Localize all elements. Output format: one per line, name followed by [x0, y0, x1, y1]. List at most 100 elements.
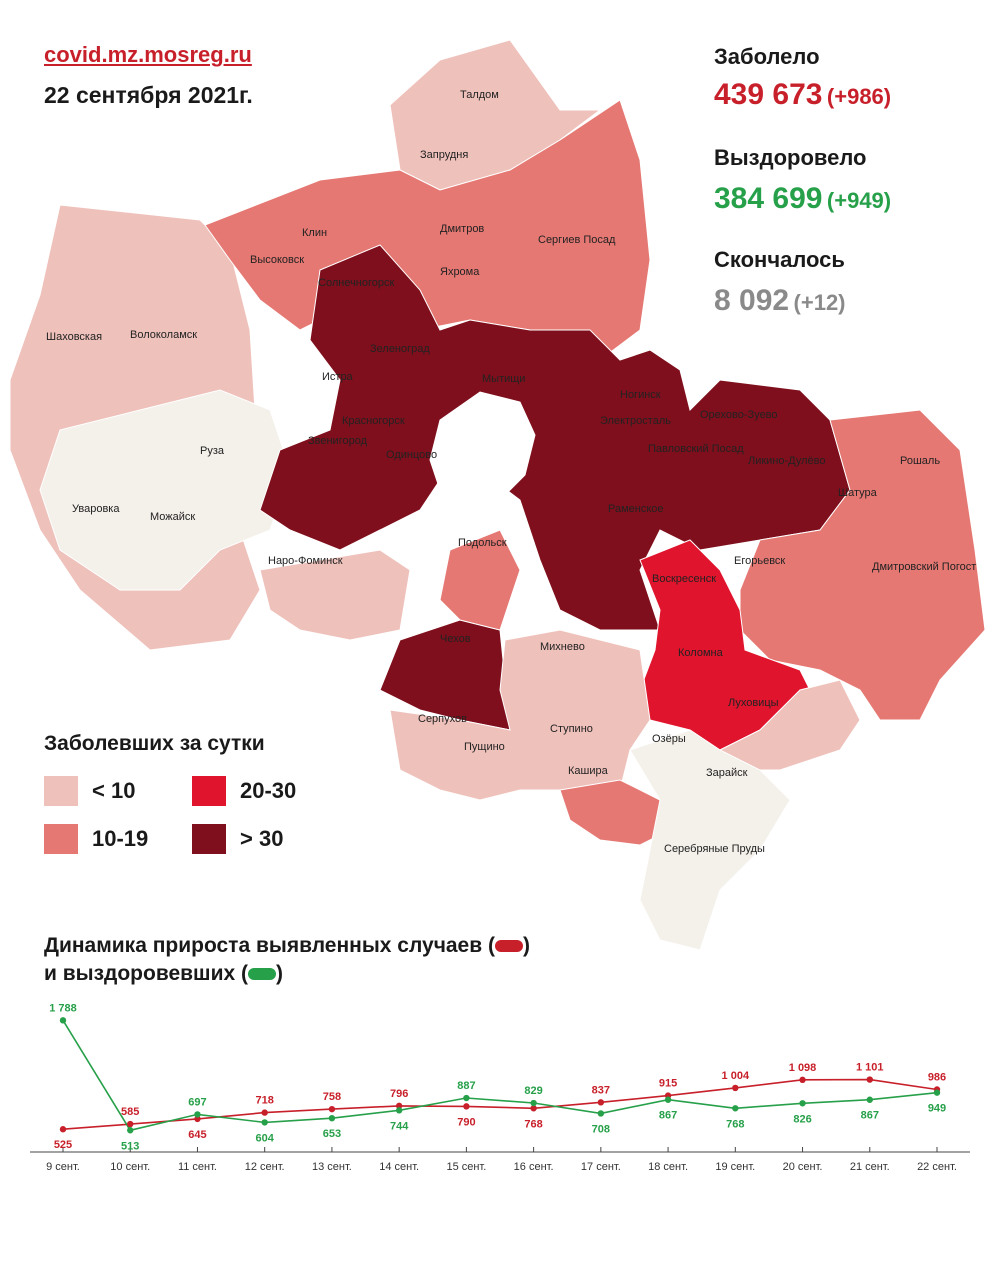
place-label: Михнево [540, 641, 585, 653]
region-nodata-west [39, 389, 291, 591]
place-label: Руза [200, 445, 225, 457]
moscow-hole [429, 391, 536, 511]
recovered-point [194, 1111, 201, 1118]
region-podolsk [439, 529, 521, 631]
cases-value-label: 645 [188, 1129, 206, 1141]
recovered-value-label: 949 [928, 1103, 946, 1115]
place-label: Яхрома [440, 266, 480, 278]
x-tick-label: 18 сент. [648, 1161, 688, 1173]
place-label: Мытищи [482, 373, 525, 385]
map-regions [9, 39, 986, 951]
recovered-marker-icon [247, 968, 276, 981]
place-label: Сергиев Посад [538, 234, 616, 246]
region-map: Талдом Запрудня Клин Дмитров Сергиев Пос… [9, 39, 986, 951]
recovered-point [933, 1089, 941, 1096]
sick-stat: 439 673 (+986) [714, 78, 891, 112]
legend-label-lt10: < 10 [92, 778, 136, 803]
place-label: Запрудня [420, 149, 468, 161]
series-lines [62, 1019, 938, 1132]
series-points [59, 1017, 941, 1134]
died-stat: 8 092 (+12) [714, 284, 846, 318]
place-label: Дмитров [440, 223, 484, 235]
cases-value-label: 768 [524, 1118, 542, 1130]
place-label: Шаховская [46, 331, 102, 343]
place-label: Зеленоград [370, 343, 430, 355]
place-label: Талдом [460, 89, 499, 101]
cases-point [127, 1120, 134, 1128]
cases-point [463, 1103, 470, 1110]
x-tick-label: 17 сент. [581, 1161, 621, 1173]
dynamics-title-line1: Динамика прироста выявленных случаев () [44, 934, 530, 958]
cases-point [328, 1105, 336, 1113]
cases-value-label: 525 [54, 1139, 72, 1151]
dynamics-chart: 525 585 645 718 758 796 790 768 837 915 1 004 1 098… [30, 1002, 970, 1173]
place-label: Уваровка [72, 503, 120, 515]
place-label: Кашира [568, 765, 609, 777]
recovered-point [866, 1096, 873, 1103]
x-tick-label: 12 сент. [245, 1161, 285, 1173]
recovered-value-label: 887 [457, 1080, 475, 1092]
place-label: Орехово-Зуево [700, 409, 778, 421]
legend-title: Заболевших за сутки [44, 732, 265, 755]
place-label: Звенигород [308, 435, 368, 447]
recovered-stat: 384 699 (+949) [714, 182, 891, 216]
cases-point [261, 1109, 268, 1116]
cases-point [395, 1102, 403, 1110]
place-label: Серпухов [418, 713, 467, 725]
dynamics-title-text: и выздоровевших ( [44, 962, 248, 985]
region-naro [259, 549, 411, 641]
x-ticks [62, 1147, 938, 1152]
place-label: Рошаль [900, 455, 940, 467]
dynamics-title-line2: и выздоровевших () [44, 962, 283, 986]
x-tick-label: 11 сент. [178, 1161, 217, 1173]
recovered-value-label: 697 [188, 1096, 206, 1108]
x-tick-label: 14 сент. [379, 1161, 419, 1173]
dynamics-title-text: Динамика прироста выявленных случаев ( [44, 934, 495, 957]
recovered-point [395, 1107, 403, 1114]
sick-total: 439 673 [714, 78, 823, 111]
place-label: Шатура [838, 487, 878, 499]
legend-label-gt30: > 30 [240, 826, 284, 851]
cases-value-label: 1 098 [789, 1062, 817, 1074]
place-label: Озёры [652, 733, 686, 745]
x-tick-label: 22 сент. [917, 1161, 957, 1173]
cases-value-label: 1 101 [856, 1062, 884, 1074]
place-label: Электросталь [600, 415, 671, 427]
recovered-line [62, 1019, 938, 1132]
region-east-medium [739, 409, 986, 721]
place-label: Коломна [678, 647, 724, 659]
recovered-value-label: 867 [659, 1110, 677, 1122]
place-label: Пущино [464, 741, 505, 753]
place-label: Красногорск [342, 415, 405, 427]
died-delta: (+12) [793, 290, 846, 315]
place-label: Подольск [458, 537, 507, 549]
recovered-value-label: 1 788 [49, 1002, 77, 1014]
recovered-total: 384 699 [714, 182, 823, 215]
x-tick-label: 19 сент. [715, 1161, 755, 1173]
recovered-point [664, 1096, 672, 1103]
sick-delta: (+986) [826, 84, 892, 109]
sick-label: Заболело [714, 44, 820, 69]
cases-point [732, 1084, 739, 1092]
recovered-point [261, 1119, 268, 1126]
recovered-value-label: 513 [121, 1140, 139, 1152]
place-label: Зарайск [706, 767, 748, 779]
legend-swatch-lt10 [44, 776, 78, 806]
cases-value-label: 986 [928, 1071, 946, 1083]
place-label: Серебряные Пруды [664, 843, 765, 855]
legend-swatch-20-30 [192, 776, 226, 806]
cases-value-label: 758 [323, 1091, 341, 1103]
cases-value-label: 796 [390, 1088, 408, 1100]
cases-point [597, 1099, 605, 1106]
recovered-delta: (+949) [826, 188, 892, 213]
recovered-value-label: 826 [793, 1113, 811, 1125]
x-tick-labels: 9 сент. 10 сент. 11 сент. 12 сент. 13 сент. 1… [46, 1161, 957, 1173]
cases-point [799, 1076, 806, 1084]
recovered-point [732, 1105, 739, 1112]
recovered-point [127, 1127, 134, 1134]
cases-point [866, 1076, 873, 1083]
cases-value-label: 718 [256, 1095, 274, 1107]
cases-value-label: 790 [457, 1116, 475, 1128]
site-link[interactable]: covid.mz.mosreg.ru [44, 42, 252, 67]
legend-swatch-10-19 [44, 824, 78, 854]
